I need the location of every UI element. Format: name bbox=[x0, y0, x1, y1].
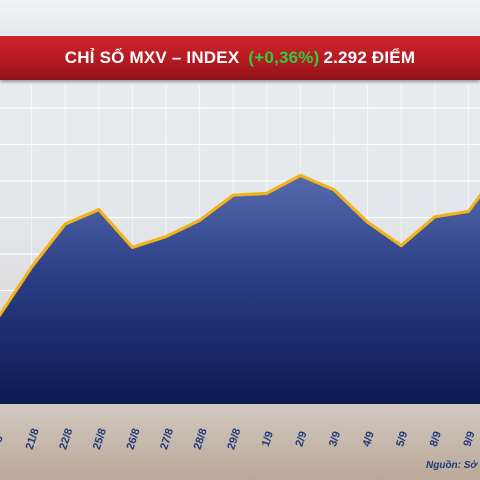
index-value: 2.292 ĐIỂM bbox=[323, 48, 416, 67]
change-percent: (+0,36%) bbox=[248, 48, 320, 67]
x-tick-label: 25/8 bbox=[91, 427, 109, 451]
source-note: Nguồn: Sở G bbox=[426, 460, 480, 471]
top-strip bbox=[0, 0, 480, 34]
x-tick-label: 8 bbox=[0, 434, 6, 444]
x-tick-label: 5/9 bbox=[394, 430, 410, 448]
x-tick-label: 27/8 bbox=[158, 427, 176, 451]
x-tick-label: 28/8 bbox=[192, 427, 210, 451]
x-tick-label: 9/9 bbox=[461, 430, 477, 448]
series-line-group bbox=[0, 173, 480, 318]
x-tick-label: 4/9 bbox=[361, 430, 377, 448]
x-tick-label: 2/9 bbox=[293, 430, 309, 448]
x-tick-label: 3/9 bbox=[327, 430, 343, 448]
x-tick-label: 26/8 bbox=[125, 427, 143, 451]
chart-title-banner: CHỈ SỐ MXV – INDEX (+0,36%) 2.292 ĐIỂM bbox=[0, 36, 480, 80]
x-tick-label: 21/8 bbox=[24, 427, 42, 451]
series-line bbox=[0, 173, 480, 318]
series-area bbox=[0, 175, 480, 404]
x-tick-label: 8/9 bbox=[428, 430, 444, 448]
x-tick-label: 22/8 bbox=[57, 427, 75, 451]
x-tick-labels: 8 21/8 22/8 25/8 26/8 27/8 28/8 29/8 1/9 2/9 3/9 4/… bbox=[0, 427, 478, 451]
x-tick-label: 1/9 bbox=[260, 430, 276, 448]
x-tick-label: 29/8 bbox=[225, 427, 243, 451]
title-prefix: CHỈ SỐ MXV – INDEX bbox=[64, 48, 240, 67]
area-fill-group bbox=[0, 175, 480, 404]
